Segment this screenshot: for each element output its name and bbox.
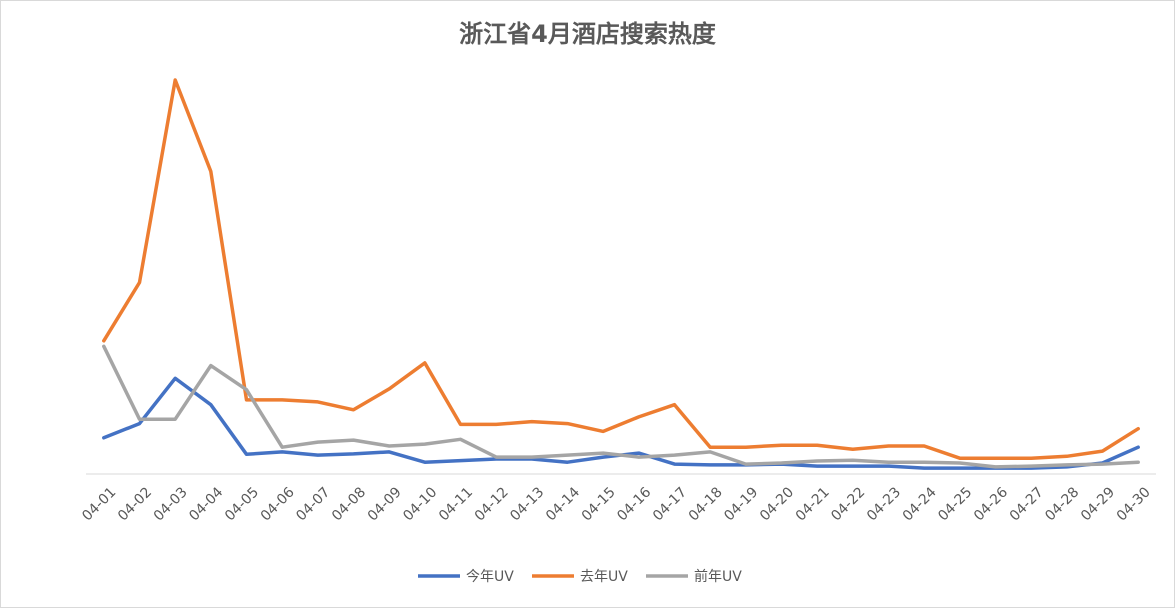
- legend: 今年UV 去年UV 前年UV: [418, 568, 742, 585]
- chart-title: 浙江省4月酒店搜索热度: [459, 20, 716, 48]
- x-tick-label: 04-07: [293, 484, 333, 524]
- x-tick-label: 04-20: [757, 484, 797, 524]
- x-tick-label: 04-08: [329, 484, 369, 524]
- x-tick-label: 04-17: [650, 484, 690, 524]
- x-tick-label: 04-04: [186, 484, 226, 524]
- legend-label: 今年UV: [466, 569, 514, 585]
- x-tick-labels: 04-0104-0204-0304-0404-0504-0604-0704-08…: [79, 484, 1153, 524]
- x-tick-label: 04-01: [79, 484, 119, 524]
- x-tick-label: 04-23: [864, 484, 904, 524]
- x-tick-label: 04-06: [258, 484, 298, 524]
- x-tick-label: 04-21: [793, 484, 833, 524]
- x-tick-label: 04-19: [721, 484, 761, 524]
- x-tick-label: 04-25: [935, 484, 975, 524]
- x-tick-label: 04-09: [365, 484, 405, 524]
- x-tick-label: 04-29: [1078, 484, 1118, 524]
- x-tick-label: 04-10: [400, 484, 440, 524]
- x-tick-label: 04-27: [1007, 484, 1047, 524]
- x-tick-label: 04-24: [900, 484, 940, 524]
- legend-label: 去年UV: [580, 569, 628, 585]
- x-tick-label: 04-15: [579, 484, 619, 524]
- series-line-2: [102, 78, 1140, 460]
- series-layer: [102, 78, 1140, 470]
- x-tick-label: 04-18: [686, 484, 726, 524]
- x-tick-label: 04-30: [1114, 484, 1154, 524]
- x-tick-label: 04-11: [436, 484, 476, 524]
- x-tick-label: 04-22: [828, 484, 868, 524]
- x-tick-label: 04-03: [151, 484, 191, 524]
- x-tick-label: 04-12: [472, 484, 512, 524]
- x-tick-label: 04-26: [971, 484, 1011, 524]
- x-tick-label: 04-05: [222, 484, 262, 524]
- x-tick-label: 04-13: [507, 484, 547, 524]
- x-tick-label: 04-14: [543, 484, 583, 524]
- legend-label: 前年UV: [694, 568, 742, 585]
- series-line-3: [102, 344, 1140, 469]
- x-tick-label: 04-16: [614, 484, 654, 524]
- x-tick-label: 04-02: [115, 484, 155, 524]
- x-tick-label: 04-28: [1042, 484, 1082, 524]
